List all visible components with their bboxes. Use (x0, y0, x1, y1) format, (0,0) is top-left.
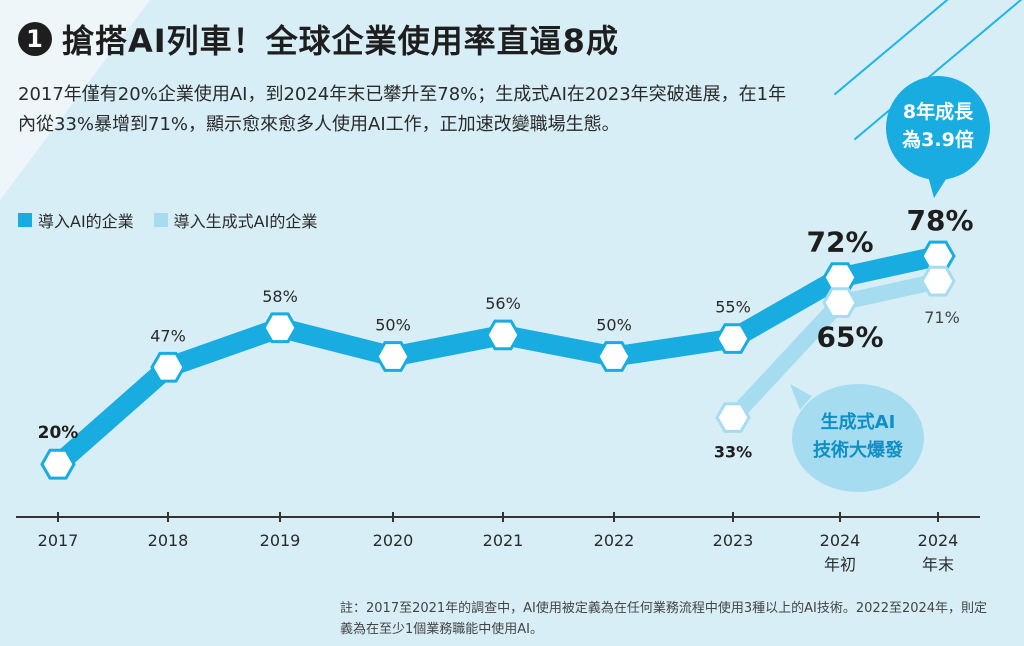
x-tick-label: 2018 (148, 531, 189, 550)
data-label-ai: 50% (596, 316, 632, 335)
data-point-ai (715, 323, 751, 354)
legend-label-ai: 導入AI的企業 (38, 212, 134, 231)
legend-item-ai: 導入AI的企業 (18, 208, 134, 232)
x-tick-label: 年末 (922, 555, 954, 574)
data-point-ai (596, 341, 632, 372)
legend-item-genai: 導入生成式AI的企業 (153, 208, 318, 232)
genai-callout-text: 生成式AI (821, 411, 896, 433)
legend-swatch-ai (18, 213, 32, 227)
genai-callout-text: 技術大爆發 (813, 439, 904, 461)
data-point-ai (375, 341, 411, 372)
description: 2017年僅有20%企業使用AI，到2024年末已攀升至78%；生成式AI在20… (18, 84, 787, 135)
x-tick-label: 2023 (713, 531, 754, 550)
data-label-genai: 65% (816, 321, 883, 354)
x-tick-label: 2019 (260, 531, 301, 550)
data-point-ai (920, 240, 956, 272)
data-point-ai (262, 312, 298, 344)
data-label-ai: 78% (906, 204, 973, 237)
legend-swatch-genai (153, 213, 168, 227)
data-label-ai: 56% (485, 294, 521, 313)
data-point-genai (822, 287, 858, 318)
page-title: 1 搶搭AI列車！全球企業使用率直逼8成 (18, 16, 619, 62)
x-tick-label: 2017 (38, 531, 79, 550)
data-point-ai (150, 351, 186, 383)
data-label-ai: 55% (715, 298, 751, 317)
title-text: 搶搭AI列車！全球企業使用率直逼8成 (62, 22, 619, 60)
genai-callout-bubble (792, 384, 924, 492)
x-tick-label: 2024 (820, 531, 861, 550)
data-label-ai: 58% (262, 287, 298, 306)
growth-callout-pointer (928, 176, 948, 198)
legend-label-genai: 導入生成式AI的企業 (173, 212, 318, 231)
x-tick-label: 2024 (918, 531, 959, 550)
legend: 導入AI的企業 導入生成式AI的企業 (18, 208, 317, 232)
data-label-ai: 20% (38, 423, 79, 443)
x-tick-label: 2021 (483, 531, 524, 550)
genai-callout-pointer (790, 384, 812, 410)
data-label-ai: 72% (806, 226, 873, 259)
x-tick-label: 年初 (824, 555, 856, 574)
footnote: 註：2017至2021年的調查中，AI使用被定義為在任何業務流程中使用3種以上的… (340, 601, 988, 637)
growth-callout-text: 為3.9倍 (902, 128, 974, 151)
data-point-ai (40, 448, 76, 480)
growth-callout-bubble (886, 76, 990, 180)
x-tick-label: 2020 (373, 531, 414, 550)
data-point-ai (485, 319, 521, 351)
data-label-ai: 47% (150, 326, 186, 345)
data-label-genai: 33% (714, 443, 752, 462)
x-tick-label: 2022 (594, 531, 635, 550)
data-label-ai: 50% (375, 316, 411, 335)
data-point-ai (822, 262, 858, 293)
data-point-genai (920, 265, 956, 297)
data-label-genai: 71% (924, 308, 960, 327)
growth-callout-text: 8年成長 (903, 100, 974, 123)
data-point-genai (715, 402, 751, 433)
title-badge: 1 (18, 22, 52, 56)
